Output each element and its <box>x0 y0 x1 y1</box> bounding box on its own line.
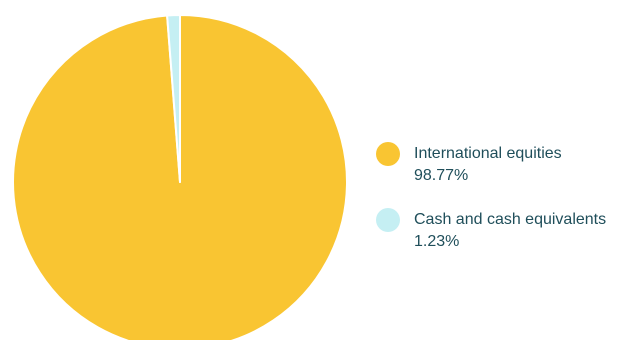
legend-swatch-international-equities <box>376 142 400 166</box>
legend-value-cash: 1.23% <box>414 233 460 250</box>
legend-label-international-equities: International equities <box>414 145 562 162</box>
pie-slice-cash-and-cash-equivalents <box>166 14 181 183</box>
pie-slice-international-equities <box>12 14 348 340</box>
legend-swatch-cash <box>376 208 400 232</box>
pie-slices <box>12 14 348 340</box>
legend-label-cash: Cash and cash equivalents <box>414 211 607 228</box>
legend-value-international-equities: 98.77% <box>414 167 469 184</box>
